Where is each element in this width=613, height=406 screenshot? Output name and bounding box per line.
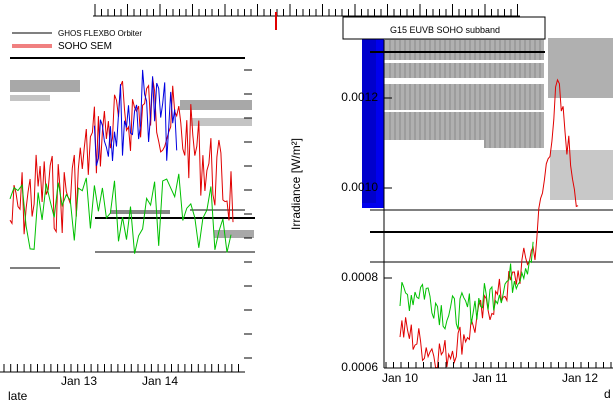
right-legend: G15 EUVB SOHO subband <box>342 16 546 40</box>
right-xtick-label-0: Jan 10 <box>382 371 418 385</box>
right-y-axis-label: Irradiance [W/m²] <box>289 138 303 230</box>
top-ruler <box>93 4 520 30</box>
right-ytick-label-3: 0.0012 <box>341 90 378 104</box>
left-series-line-2 <box>93 69 178 166</box>
right-ytick-label-2: 0.0010 <box>341 180 378 194</box>
left-series-line-0 <box>9 77 234 235</box>
right-plot-panel: G15 EUVB SOHO subband 0.0012 0.0010 0.00… <box>289 16 613 401</box>
right-xtick-label-2: Jan 12 <box>562 371 598 385</box>
left-plot-panel: Jan 13 Jan 14 late GHOS FLEXBO Orbiter S… <box>0 29 255 403</box>
left-legend-entry-0: GHOS FLEXBO Orbiter <box>58 29 142 38</box>
right-ytick-label-1: 0.0008 <box>341 270 378 284</box>
left-x-axis-label: late <box>8 389 28 403</box>
left-xtick-label-0: Jan 13 <box>61 374 97 388</box>
right-x-axis-label: d <box>604 387 611 401</box>
left-legend-entry-1: SOHO SEM <box>58 41 112 52</box>
right-series-line-1 <box>399 241 534 330</box>
right-xtick-label-1: Jan 11 <box>472 371 507 385</box>
left-xtick-label-1: Jan 14 <box>142 374 178 388</box>
left-series-line-1 <box>9 173 232 254</box>
right-legend-entry-0: G15 EUVB SOHO subband <box>390 25 500 35</box>
right-ytick-label-0: 0.0006 <box>341 360 378 374</box>
right-series-line-0 <box>399 78 579 369</box>
left-legend: GHOS FLEXBO Orbiter SOHO SEM <box>12 29 142 52</box>
